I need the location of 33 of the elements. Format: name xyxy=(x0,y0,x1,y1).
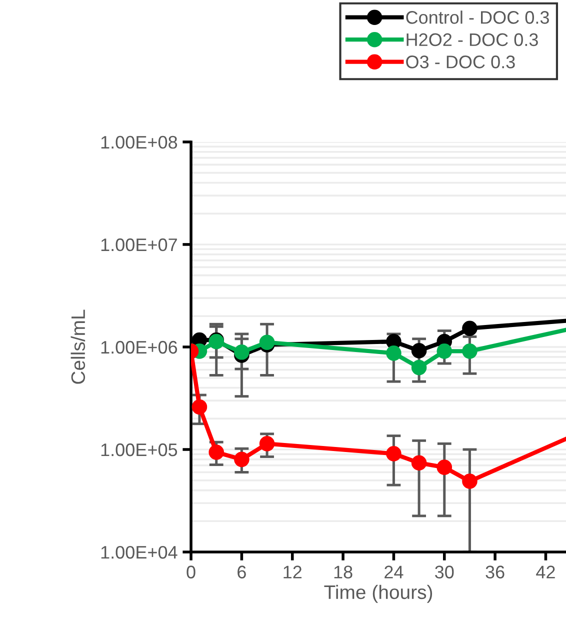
y-tick-label: 1.00E+08 xyxy=(101,136,178,149)
y-axis-title: Cells/mL xyxy=(70,310,86,384)
x-tick-label: 12 xyxy=(284,566,302,578)
point xyxy=(462,344,478,359)
point xyxy=(436,460,452,475)
point xyxy=(192,399,208,415)
point xyxy=(462,320,478,336)
x-tick-label: 30 xyxy=(435,566,454,578)
y-tick-label: 1.00E+06 xyxy=(101,340,178,354)
point xyxy=(234,452,250,468)
y-tick-label: 1.00E+05 xyxy=(101,443,178,456)
x-tick-label: 18 xyxy=(334,566,352,578)
x-axis-title: Time (hours) xyxy=(324,584,432,603)
y-tick-label: 1.00E+04 xyxy=(101,546,178,559)
point xyxy=(411,343,427,358)
y-tick-label: 1.00E+07 xyxy=(101,238,177,252)
legend-label: O3 - DOC 0.3 xyxy=(406,56,515,68)
x-tick-label: 0 xyxy=(186,566,196,578)
x-tick-label: 6 xyxy=(238,566,246,578)
x-tick-label: 36 xyxy=(486,566,504,578)
point xyxy=(411,360,427,376)
point xyxy=(386,446,402,462)
point xyxy=(386,346,402,361)
x-tick-label: 42 xyxy=(536,566,555,578)
point xyxy=(436,344,452,359)
point xyxy=(259,436,275,452)
point xyxy=(411,455,427,471)
legend-label: Control - DOC 0.3 xyxy=(406,10,549,24)
point xyxy=(462,474,478,489)
x-tick-label: 24 xyxy=(384,566,404,578)
point xyxy=(234,344,250,360)
point xyxy=(208,444,224,460)
legend-label: H2O2 - DOC 0.3 xyxy=(406,33,538,46)
